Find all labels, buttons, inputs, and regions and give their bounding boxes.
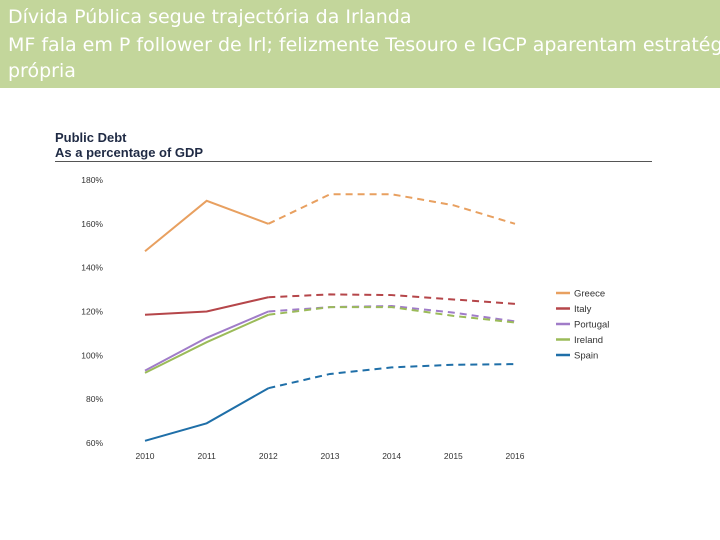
slide-title-line-2: MF fala em P follower de Irl; felizmente… xyxy=(8,34,720,56)
legend-label-portugal: Portugal xyxy=(574,320,609,331)
y-tick-label: 160% xyxy=(81,219,103,229)
slide-title-line-1: Dívida Pública segue trajectória da Irla… xyxy=(8,6,412,28)
x-tick-label: 2016 xyxy=(506,451,525,461)
slide-title-line-3: própria xyxy=(8,60,76,82)
series-line-spain-projected xyxy=(268,363,516,390)
legend-label-greece: Greece xyxy=(574,289,605,300)
series-line-portugal-projected xyxy=(268,305,516,323)
series-line-ireland-projected xyxy=(268,306,516,324)
x-tick-label: 2010 xyxy=(136,451,155,461)
slide-title-banner: Dívida Pública segue trajectória da Irla… xyxy=(0,0,720,88)
legend-label-spain: Spain xyxy=(574,351,598,362)
x-tick-label: 2015 xyxy=(444,451,463,461)
chart-title: Public Debt xyxy=(55,130,127,145)
x-tick-label: 2012 xyxy=(259,451,278,461)
legend-label-italy: Italy xyxy=(574,304,592,315)
y-tick-label: 100% xyxy=(81,350,103,360)
y-tick-label: 80% xyxy=(86,394,103,404)
series-line-italy-actual xyxy=(144,296,269,316)
y-tick-label: 180% xyxy=(81,175,103,185)
chart-subtitle: As a percentage of GDP xyxy=(55,145,204,160)
y-tick-label: 140% xyxy=(81,263,103,273)
x-tick-label: 2014 xyxy=(382,451,401,461)
series-line-greece-actual xyxy=(144,199,269,253)
series-line-greece-projected xyxy=(267,193,516,225)
x-tick-label: 2011 xyxy=(198,451,217,461)
series-line-spain-actual xyxy=(144,387,269,442)
series-line-portugal-actual xyxy=(144,310,269,372)
x-tick-label: 2013 xyxy=(321,451,340,461)
y-tick-label: 120% xyxy=(81,307,103,317)
chart-title-divider xyxy=(55,161,652,162)
series-line-ireland-actual xyxy=(144,313,269,374)
series-line-italy-projected xyxy=(268,293,516,305)
y-tick-label: 60% xyxy=(86,438,103,448)
legend-label-ireland: Ireland xyxy=(574,335,603,346)
